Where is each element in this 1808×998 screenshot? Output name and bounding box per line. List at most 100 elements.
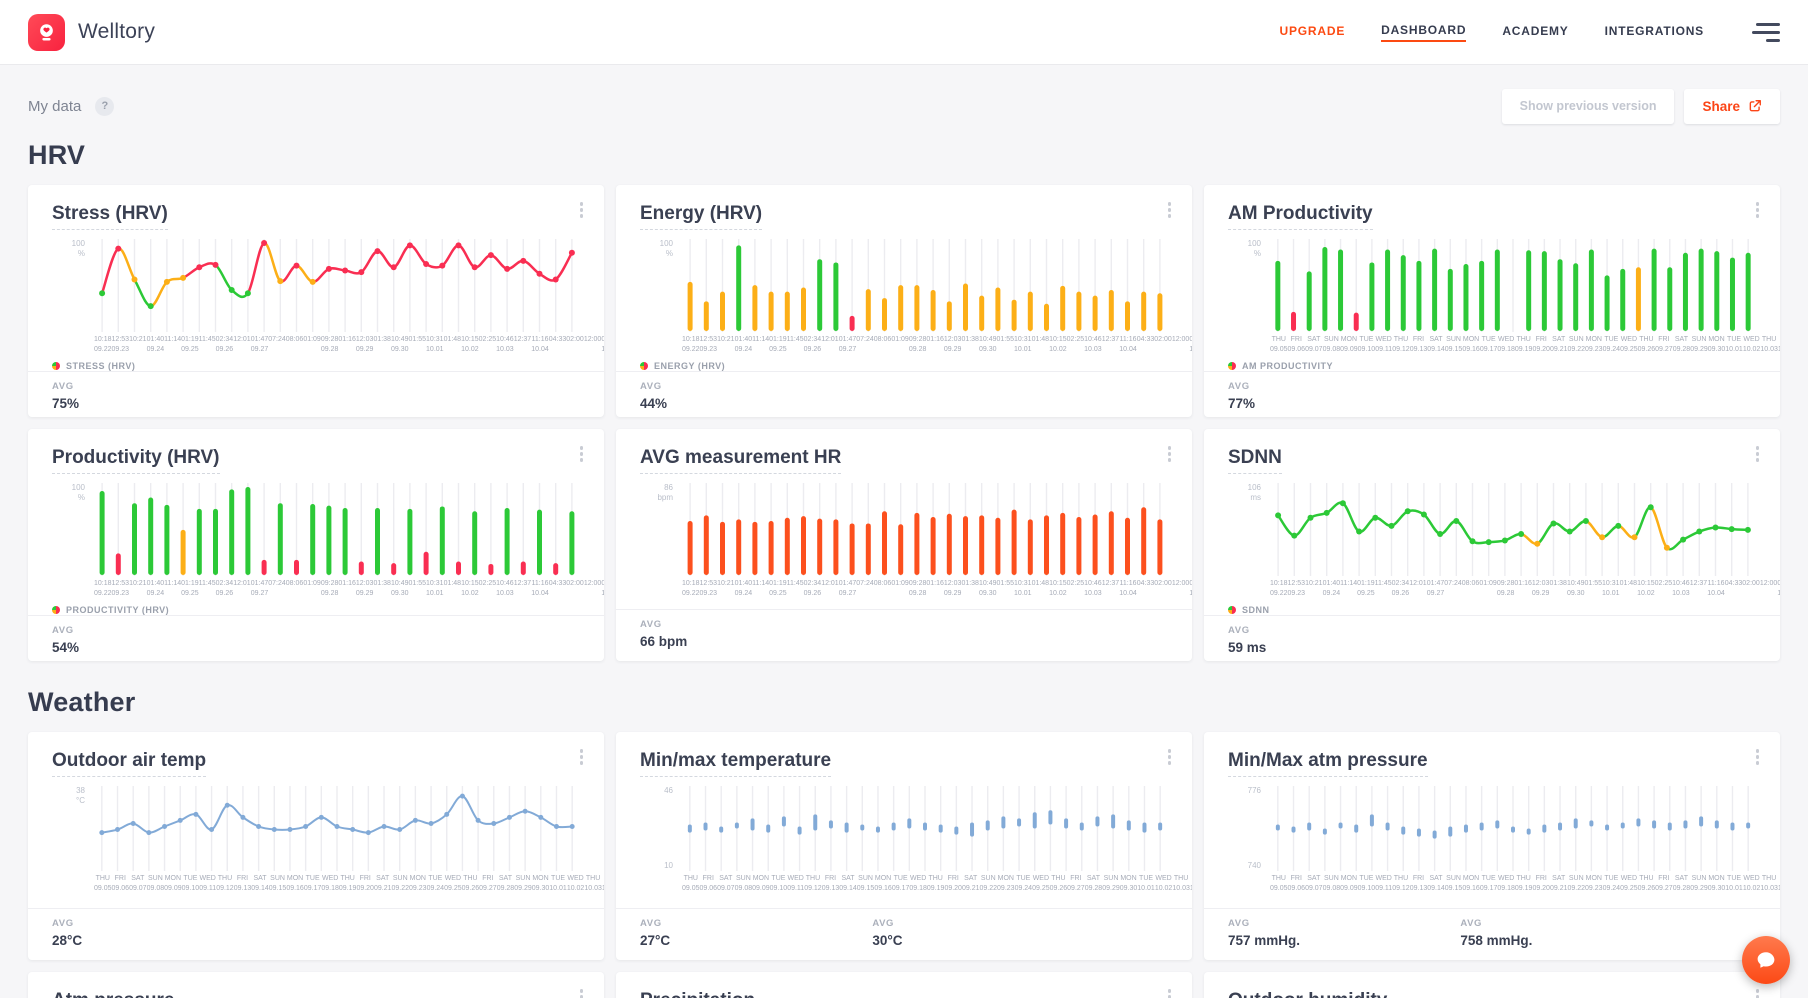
avg-label: AVG [640,619,662,630]
x-tick-label: 08:06 [285,580,304,587]
x-tick-label: 01:48 [443,336,462,343]
x-axis-labels: THU 09.05 FRI 09.06 SAT 09.07 SUN 09.08 MON 09.09… [1270,874,1780,894]
x-tick-label: 11:16 10.04 [531,580,549,598]
x-tick-label: 09:28 09.28 [908,580,927,598]
x-tick-label: 01:19 09.25 [769,580,787,598]
x-tick-label: 01:38 [1549,580,1567,587]
avg-label: AVG [52,625,74,637]
x-tick-label: 02:34 09.26 [803,336,822,354]
x-tick-label: 10:46 10.03 [1672,580,1690,598]
card-title[interactable]: AM Productivity [1228,203,1373,230]
x-tick-label: 12:53 09.23 [699,336,718,354]
x-tick-label: WED 09.18 [321,875,339,893]
kebab-menu-icon[interactable] [576,745,588,769]
card-title[interactable]: Atm pressure [52,990,175,998]
card-title[interactable]: Min/Max atm pressure [1228,750,1428,777]
x-tick-label: FRI 09.20 [356,875,374,893]
x-tick-label: 01:16 [338,580,356,587]
x-tick-label: 11:45 [1374,580,1392,587]
x-tick-label: SUN 09.08 [1322,875,1341,893]
x-tick-label: TUE 09.24 [1602,336,1621,354]
heart-pin-icon [40,23,53,40]
card-title[interactable]: SDNN [1228,447,1282,474]
card-footer: AVG 44% [616,371,1192,417]
x-tick-label: 10:18 09.22 [682,336,700,354]
card-footer: AVG 757 mmHg. AVG 758 mmHg. [1204,908,1780,960]
x-tick-label: FRI 09.13 [233,875,252,893]
card-title[interactable]: Stress (HRV) [52,203,168,230]
nav-integrations[interactable]: INTEGRATIONS [1604,23,1704,38]
card-title[interactable]: Energy (HRV) [640,203,763,230]
x-tick-label: THU 09.26 [1049,875,1068,893]
x-tick-label: THU 09.19 [926,875,945,893]
x-tick-label: 11:14 [164,336,182,343]
avg-value: 66 bpm [640,634,688,649]
x-tick-label: MON 09.23 [1585,875,1603,893]
kebab-menu-icon[interactable] [1752,745,1764,769]
x-tick-label: 08:06 [873,580,892,587]
x-tick-label: SUN 09.22 [979,875,998,893]
kebab-menu-icon[interactable] [576,442,588,466]
x-tick-label: 01:47 09.27 [250,580,269,598]
kebab-menu-icon[interactable] [1164,198,1176,222]
x-tick-label: THU 09.05 [1270,875,1288,893]
x-tick-label: 01:48 [1031,580,1050,587]
x-tick-label: WED 09.18 [1497,336,1515,354]
avg-label: AVG [640,918,662,929]
help-icon[interactable]: ? [95,96,115,116]
x-tick-label: MON 09.23 [1585,336,1603,354]
x-tick-label: 10:31 10.01 [1014,336,1032,354]
card-title[interactable]: Outdoor air temp [52,750,207,777]
x-tick-label: 04:1710.05 [1777,580,1780,598]
kebab-menu-icon[interactable] [576,198,588,222]
y-axis-label: 776 740 [1247,786,1261,870]
share-button[interactable]: Share [1684,88,1780,124]
x-tick-label: 01:38 [373,580,391,587]
kebab-menu-icon[interactable] [1164,442,1176,466]
x-tick-label: MON 09.16 [874,875,892,893]
x-tick-label: FRI 09.06 [111,875,130,893]
x-tick-label: 10:49 09.30 [1566,580,1585,598]
card-title[interactable]: Min/max temperature [640,750,832,777]
x-tick-label: TUE 09.24 [1602,875,1621,893]
x-axis-labels: 10:18 09.22 12:53 09.23 10:21 01:40 09.24 11:1… [94,579,604,599]
card-title[interactable]: Outdoor humidity [1228,990,1387,998]
kebab-menu-icon[interactable] [1752,985,1764,998]
x-tick-label: FRI 09.20 [1532,875,1550,893]
kebab-menu-icon[interactable] [1164,745,1176,769]
kebab-menu-icon[interactable] [1164,985,1176,998]
x-tick-label: THU 10.03 [1760,875,1778,893]
share-button-label: Share [1702,98,1740,114]
x-tick-label: 10:21 [129,580,147,587]
x-tick-label: 10:21 [717,580,735,587]
hamburger-menu-icon[interactable] [1752,22,1780,42]
nav-upgrade[interactable]: UPGRADE [1279,23,1346,38]
avg-value: 59 ms [1228,640,1267,656]
show-previous-version-button[interactable]: Show previous version [1501,88,1675,124]
brand[interactable]: Welltory [28,13,155,51]
kebab-menu-icon[interactable] [576,985,588,998]
x-tick-label: TUE 09.17 [891,875,910,893]
nav-dashboard[interactable]: DASHBOARD [1381,23,1467,42]
x-tick-label: FRI10.04 [601,885,604,893]
x-tick-label: 01:55 [408,336,427,343]
nav-academy[interactable]: ACADEMY [1502,23,1569,38]
kebab-menu-icon[interactable] [1752,442,1764,466]
minmax-temp-range-chart [682,786,1168,871]
x-tick-label: WED 09.18 [909,875,927,893]
card-title[interactable]: AVG measurement HR [640,447,842,474]
x-tick-label: 10:46 10.03 [496,336,514,354]
kebab-menu-icon[interactable] [1752,198,1764,222]
x-tick-label: THU 09.05 [94,875,112,893]
card-title[interactable]: Productivity (HRV) [52,447,220,474]
x-tick-label: SAT 09.07 [1305,336,1323,354]
chat-widget-button[interactable] [1742,936,1790,984]
x-tick-label: 01:19 09.25 [181,580,199,598]
x-tick-label: TUE 09.17 [1479,336,1498,354]
card-title[interactable]: Precipitation [640,990,755,998]
legend-label: PRODUCTIVITY (HRV) [66,605,170,616]
x-tick-label: 12:03 09.29 [1531,580,1550,598]
x-tick-label: TUE 10.01 [1725,336,1743,354]
x-tick-label: TUE 09.10 [1357,336,1376,354]
x-tick-label: SAT 09.14 [839,875,857,893]
